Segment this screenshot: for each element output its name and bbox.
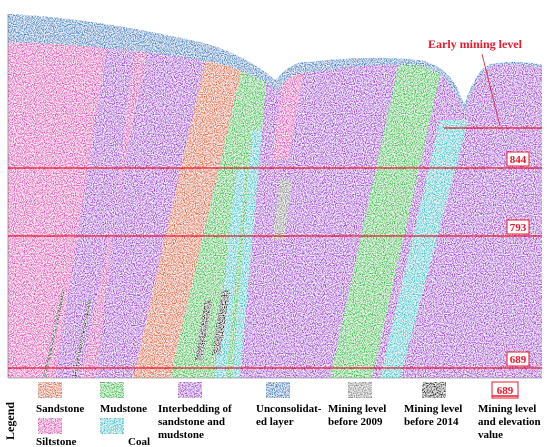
mining-2014-thin-1 (43, 290, 65, 378)
svg-text:689: 689 (510, 354, 527, 366)
legend-label-elevation: Mining level and elevation value (478, 403, 543, 441)
legend-swatch-coal (99, 417, 125, 435)
svg-text:844: 844 (510, 154, 527, 166)
svg-text:793: 793 (510, 222, 527, 234)
legend-swatch-sandstone (37, 381, 63, 399)
siltstone-band (80, 40, 150, 378)
legend-swatch-mining-2009 (347, 381, 373, 399)
legend-swatch-elevation (491, 381, 519, 399)
mining-2009-patch (272, 180, 292, 240)
legend-swatch-elevation-value: 689 (497, 385, 514, 397)
elevation-label-689: 689 (506, 351, 530, 367)
legend-label-mudstone: Mudstone (100, 403, 147, 415)
mining-2014-patch-1 (195, 300, 212, 360)
interbedding-band-2 (80, 40, 210, 378)
mining-2014-patch-2 (212, 290, 230, 355)
legend-label-coal: Coal (128, 436, 150, 447)
coal-band-right (380, 120, 468, 378)
elevation-label-793: 793 (506, 219, 530, 235)
legend-label-mining-2014: Mining level before 2014 (404, 403, 465, 428)
legend-title: Legend (3, 402, 17, 440)
sky-area (0, 0, 550, 104)
interbedding-band-1 (55, 40, 135, 378)
legend-label-interbedding: Interbedding of sandstone and mudstone (158, 403, 234, 441)
siltstone-patch (272, 60, 306, 160)
legend-swatch-mining-2014 (421, 381, 447, 399)
coal-strip-2 (232, 130, 262, 378)
annotation-leader (481, 53, 501, 127)
legend-swatch-interbedding (177, 381, 203, 399)
mining-2014-thin-2 (73, 300, 91, 378)
legend-swatch-mudstone (99, 381, 125, 399)
legend-label-unconsolidated: Unconsolidat- ed layer (256, 403, 324, 428)
legend-label-sandstone: Sandstone (36, 403, 84, 415)
mudstone-band-right (330, 40, 448, 378)
elevation-label-844: 844 (506, 151, 530, 167)
legend-swatch-siltstone (37, 417, 63, 435)
early-mining-level-annotation: Early mining level (428, 37, 523, 51)
legend-label-siltstone: Siltstone (36, 436, 76, 447)
sandstone-band (133, 40, 252, 378)
legend-label-mining-2009: Mining level before 2009 (328, 403, 389, 428)
legend-swatch-unconsolidated (265, 381, 291, 399)
